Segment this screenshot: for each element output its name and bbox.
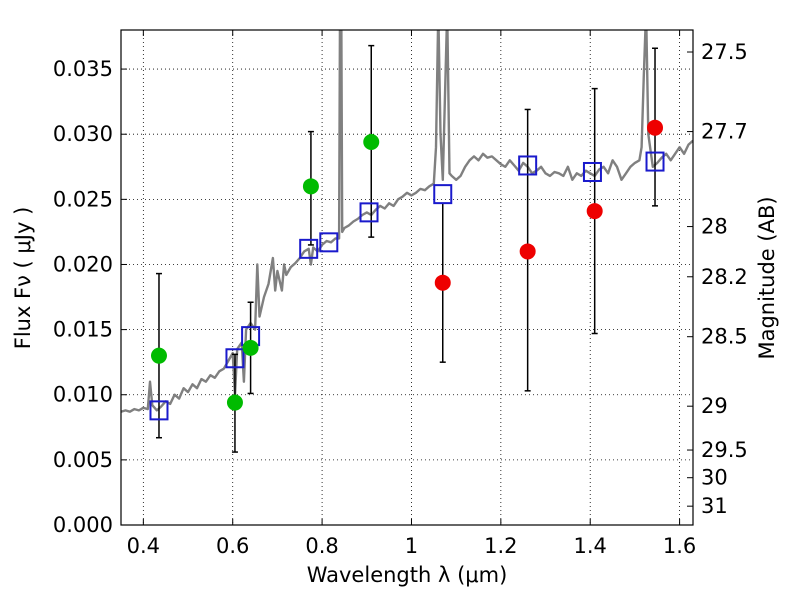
square-marker <box>645 151 665 172</box>
square-marker <box>518 155 538 176</box>
right-tick-label: 28.5 <box>701 325 748 349</box>
right-tick-label: 27.5 <box>701 40 748 64</box>
right-tick-label: 29 <box>701 394 728 418</box>
x-tick-label: 1.4 <box>574 534 607 558</box>
square-marker <box>359 202 379 223</box>
right-tick-label: 29.5 <box>701 438 748 462</box>
y-tick-label: 0.020 <box>53 252 113 276</box>
circle-marker <box>363 134 380 151</box>
y-tick-label: 0.010 <box>53 383 113 407</box>
y-tick-label: 0.035 <box>53 57 113 81</box>
square-marker <box>299 238 319 259</box>
error-bars <box>155 44 659 453</box>
model-square-markers <box>149 151 665 421</box>
x-tick-labels: 0.4 0.6 0.8 1 1.2 1.4 1.6 <box>127 534 697 558</box>
circle-marker <box>647 119 664 136</box>
right-tick-label: 28.2 <box>701 265 748 289</box>
y-tick-labels: 0.000 0.005 0.010 0.015 0.020 0.025 0.030 0.035 <box>53 57 113 537</box>
circle-marker <box>242 339 259 356</box>
y-tick-label: 0.015 <box>53 318 113 342</box>
y-tick-label: 0.000 <box>53 513 113 537</box>
square-marker <box>319 232 339 253</box>
right-tick-label: 27.7 <box>701 120 748 144</box>
right-tick-label: 28 <box>701 215 728 239</box>
right-tick-label: 30 <box>701 466 728 490</box>
x-tick-label: 0.8 <box>305 534 338 558</box>
x-tick-label: 1 <box>405 534 418 558</box>
square-marker <box>433 184 453 205</box>
x-tick-label: 1.2 <box>484 534 517 558</box>
y-tick-label: 0.025 <box>53 187 113 211</box>
circle-marker <box>302 178 319 195</box>
circle-marker <box>150 347 167 364</box>
spectrum-line <box>121 30 693 413</box>
photometry-circle-markers <box>150 119 664 411</box>
square-marker <box>149 400 169 421</box>
right-tick-labels: 27.5 27.7 28 28.2 28.5 29 29.5 30 31 <box>701 40 748 518</box>
spectrum-series <box>121 30 693 413</box>
x-tick-label: 1.6 <box>663 534 696 558</box>
circle-marker <box>519 243 536 260</box>
y-axis-label: Flux Fν ( μJy ) <box>11 207 35 350</box>
right-axis-label: Magnitude (AB) <box>755 196 779 359</box>
circle-marker <box>434 274 451 291</box>
x-tick-label: 0.4 <box>127 534 160 558</box>
y-tick-label: 0.005 <box>53 448 113 472</box>
plot-frame <box>120 29 694 526</box>
circle-marker <box>226 394 243 411</box>
axis-ticks <box>121 30 693 526</box>
grid-lines <box>121 30 693 526</box>
circle-marker <box>586 203 603 220</box>
x-axis-label: Wavelength λ (μm) <box>307 563 508 587</box>
square-marker <box>582 161 602 182</box>
x-tick-label: 0.6 <box>216 534 249 558</box>
right-tick-label: 31 <box>701 494 728 518</box>
square-marker <box>225 348 245 369</box>
y-tick-label: 0.030 <box>53 122 113 146</box>
